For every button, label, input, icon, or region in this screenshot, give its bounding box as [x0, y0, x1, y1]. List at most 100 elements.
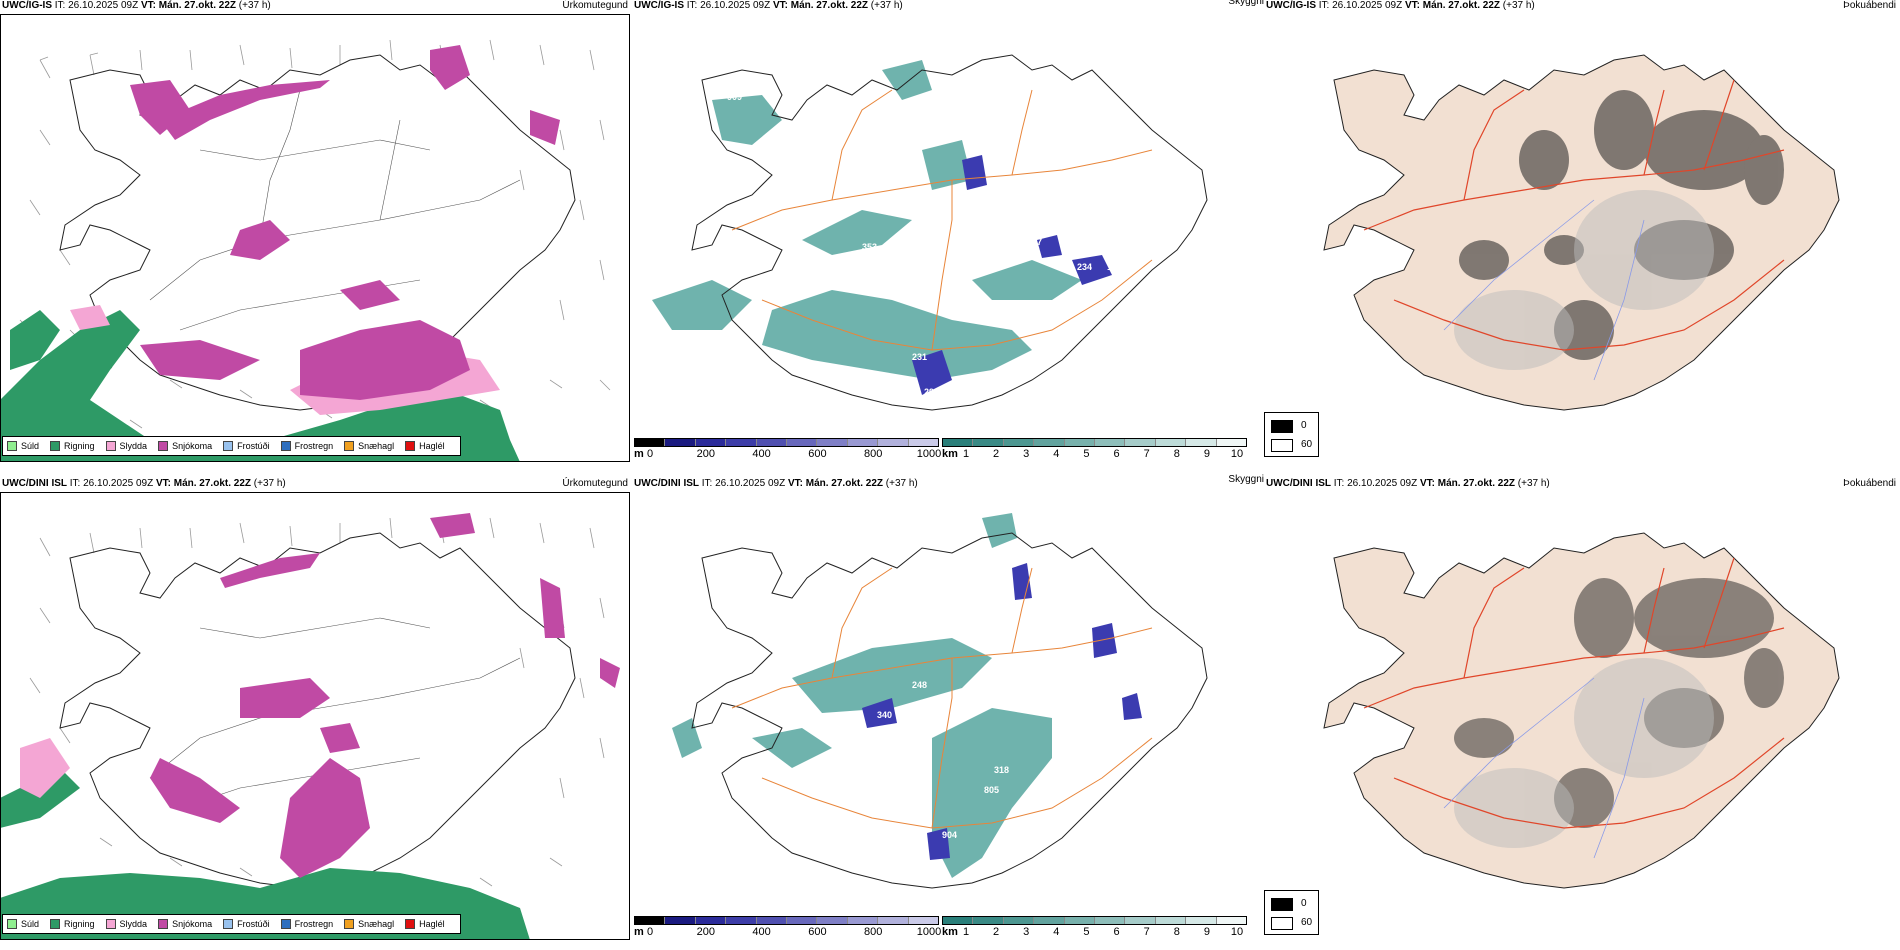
cloud-label: 120	[782, 137, 797, 147]
colorbar-cell	[943, 439, 974, 446]
colorbar-tick: 9	[1203, 926, 1210, 938]
cloud-label: 340	[877, 710, 892, 720]
model-label: UWC/DINI ISL	[634, 478, 699, 489]
legend-swatch	[7, 441, 17, 451]
precip-map-frame	[0, 14, 630, 462]
model-label: UWC/DINI ISL	[1266, 478, 1331, 489]
colorbar-tick: 4	[1053, 926, 1060, 938]
lead-time: (+37 h)	[870, 0, 903, 11]
row1-fog-panel: UWC/IG-IS IT: 26.10.2025 09Z VT: Mán. 27…	[1264, 0, 1900, 470]
fog-legend-label: 60	[1301, 439, 1313, 450]
legend-label: Slydda	[119, 441, 148, 451]
colorbar-cell	[787, 439, 818, 446]
colorbar-tick: 800	[864, 448, 883, 460]
legend-item: Snæhagl	[344, 919, 394, 929]
colorbar-tick: 600	[808, 448, 827, 460]
cloud-base-labels: 422 248 340 318 805 904 410 394	[877, 562, 1137, 878]
colorbar-cell	[817, 917, 848, 924]
cloud-base-unit: m	[634, 926, 644, 938]
legend-label: Súld	[21, 441, 40, 451]
legend-swatch	[223, 441, 234, 451]
colorbar-tick: 400	[752, 448, 771, 460]
legend-item: Súld	[7, 441, 39, 451]
colorbar-tick: 600	[808, 926, 827, 938]
model-label: UWC/IG-IS	[1266, 0, 1316, 11]
cloud-label: 285	[1052, 330, 1067, 340]
low-cloud-areas	[912, 155, 1112, 395]
visibility-unit: km	[942, 448, 958, 460]
legend-swatch	[405, 919, 416, 929]
legend-swatch	[7, 919, 17, 929]
valid-time: VT: Mán. 27.okt. 22Z	[772, 0, 868, 11]
legend-item: Rigning	[50, 441, 95, 451]
colorbar-cell	[1064, 439, 1096, 446]
precip-map-frame	[0, 492, 630, 940]
row1-precip-panel: UWC/IG-IS IT: 26.10.2025 09Z VT: Mán. 27…	[0, 0, 632, 470]
roads	[731, 89, 1153, 351]
colorbar-tick: 1000	[916, 448, 942, 460]
fog-legend-label: 60	[1301, 917, 1313, 928]
cloud-base-colorbar: m 0 200 400 600 800 1000	[634, 916, 941, 940]
legend-swatch	[158, 919, 169, 929]
legend-item: Snæhagl	[344, 441, 394, 451]
lead-time: (+37 h)	[238, 0, 271, 11]
fog-title: Þokuábendi	[1843, 0, 1896, 11]
model-label: UWC/IG-IS	[2, 0, 52, 11]
fog-legend: 0 60	[1264, 412, 1319, 457]
cloud-label: 422	[1122, 562, 1137, 572]
row2-precip-header: UWC/DINI ISL IT: 26.10.2025 09Z VT: Mán.…	[2, 478, 286, 489]
colorbar-cell	[665, 439, 696, 446]
fog-index-light	[1454, 658, 1714, 848]
cloud-label: 347	[1027, 237, 1042, 247]
legend-swatch	[50, 441, 61, 451]
legend-label: Frostregn	[294, 441, 334, 451]
snow-areas	[130, 45, 560, 400]
row1-precip-header: UWC/IG-IS IT: 26.10.2025 09Z VT: Mán. 27…	[2, 0, 271, 11]
colorbar-cell	[878, 439, 909, 446]
colorbar-cell	[695, 917, 727, 924]
legend-item: Súld	[7, 919, 39, 929]
fog-index-light	[1454, 190, 1714, 370]
cloud-base-labels: 909 353 199 120 347 234 105 231 298 285	[727, 92, 1122, 397]
colorbar-cell	[908, 439, 939, 446]
legend-label: Frostúði	[237, 441, 270, 451]
lead-time: (+37 h)	[253, 478, 286, 489]
roads	[731, 567, 1153, 829]
colorbar-tick: 10	[1230, 448, 1244, 460]
legend-swatch	[50, 919, 61, 929]
legend-swatch	[105, 441, 116, 451]
legend-label: Snæhagl	[358, 441, 395, 451]
legend-swatch	[280, 441, 291, 451]
legend-item: Frostregn	[280, 919, 333, 929]
legend-swatch	[158, 441, 169, 451]
colorbar-cell	[1064, 917, 1096, 924]
row2-cloud-panel: 422 248 340 318 805 904 410 394 UWC/DINI…	[632, 474, 1264, 948]
cloud-label: 904	[942, 830, 957, 840]
legend-item: Snjókoma	[158, 919, 212, 929]
row1-cloud-header: UWC/IG-IS IT: 26.10.2025 09Z VT: Mán. 27…	[634, 0, 903, 11]
legend-item: Slydda	[105, 919, 147, 929]
colorbar-tick: 5	[1083, 926, 1090, 938]
valid-time: VT: Mán. 27.okt. 22Z	[155, 478, 251, 489]
colorbar-tick: 400	[752, 926, 771, 938]
init-time: IT: 26.10.2025 09Z	[701, 478, 786, 489]
colorbar-cell	[1095, 439, 1126, 446]
fog-legend-dark	[1271, 420, 1293, 433]
legend-item: Haglél	[405, 441, 445, 451]
fog-legend-dark	[1271, 898, 1293, 911]
colorbar-tick: 200	[696, 926, 715, 938]
colorbar-tick: 0	[646, 448, 654, 460]
precip-type-legend: Súld Rigning Slydda Snjókoma Frostúði Frostre…	[2, 914, 461, 934]
init-time: IT: 26.10.2025 09Z	[1333, 478, 1418, 489]
cloud-label: 231	[912, 352, 927, 362]
fog-legend: 0 60	[1264, 890, 1319, 935]
row2-fog-panel: UWC/DINI ISL IT: 26.10.2025 09Z VT: Mán.…	[1264, 478, 1900, 948]
iceland-outline	[691, 532, 1208, 889]
low-cloud-areas	[862, 563, 1142, 860]
colorbar-cell	[665, 917, 696, 924]
valid-time: VT: Mán. 27.okt. 22Z	[1419, 478, 1515, 489]
cloud-base-cells	[634, 438, 939, 447]
model-label: UWC/IG-IS	[634, 0, 684, 11]
colorbar-cell	[878, 917, 909, 924]
fog-legend-label: 0	[1301, 420, 1307, 431]
